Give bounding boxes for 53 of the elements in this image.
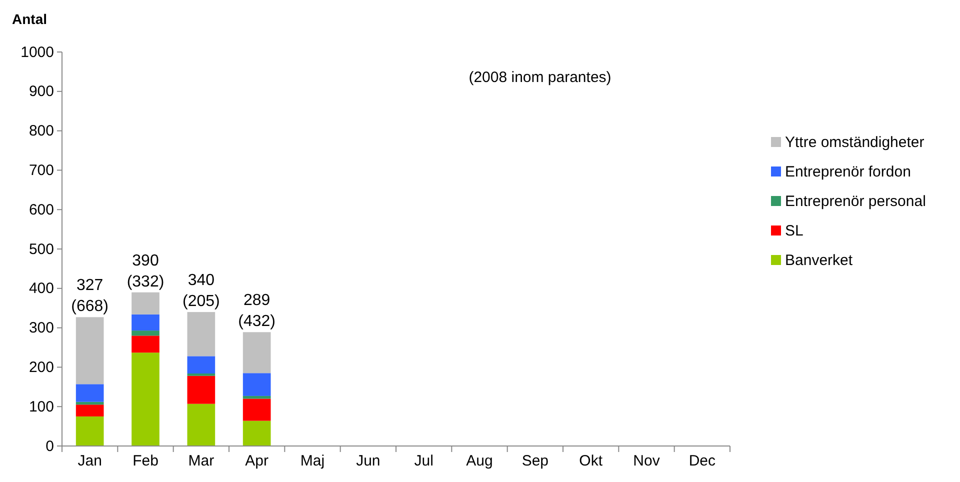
bar	[132, 314, 160, 331]
bar	[187, 376, 216, 404]
annotation: (2008 inom parantes)	[468, 69, 612, 86]
x-tick-label: Jan	[78, 452, 102, 470]
legend-label: Entreprenör personal	[785, 193, 926, 210]
y-tick-label: 0	[46, 438, 54, 455]
legend-label: Banverket	[785, 252, 854, 269]
x-tick-label: Feb	[132, 452, 158, 470]
y-tick-label: 100	[28, 398, 54, 416]
bar	[242, 420, 271, 446]
x-tick-label: Dec	[688, 452, 716, 470]
y-tick-label: 500	[28, 240, 54, 258]
bar	[187, 356, 216, 374]
bar	[242, 396, 271, 399]
bar	[132, 352, 160, 446]
x-tick-label: Sep	[522, 452, 549, 470]
bar	[187, 404, 216, 446]
x-tick-label: Aug	[466, 452, 493, 470]
bar	[76, 384, 104, 402]
x-tick-label: Nov	[633, 452, 660, 470]
bar	[132, 292, 160, 314]
y-axis-title: Antal	[12, 11, 47, 27]
legend-label: Yttre omständigheter	[785, 134, 924, 151]
x-tick-label: Okt	[579, 452, 604, 470]
bar	[242, 373, 271, 396]
bar	[132, 330, 160, 336]
bar	[242, 332, 271, 374]
total-label: 340 (205)	[182, 272, 220, 310]
y-tick-label: 200	[28, 359, 54, 376]
total-label: 289 (432)	[238, 292, 276, 330]
y-tick-label: 600	[28, 201, 54, 218]
bar	[76, 317, 104, 384]
bar	[76, 416, 104, 446]
bar	[187, 312, 216, 356]
y-tick-label: 800	[28, 122, 54, 140]
y-tick-label: 900	[28, 83, 54, 100]
y-tick-label: 700	[28, 162, 54, 179]
bar	[242, 398, 271, 421]
y-tick-label: 400	[28, 280, 54, 298]
bar	[76, 404, 104, 416]
total-label: 390 (332)	[126, 252, 164, 290]
x-tick-label: Apr	[245, 452, 269, 470]
bar	[76, 402, 104, 405]
bar	[132, 336, 160, 353]
y-tick-label: 1000	[20, 44, 54, 61]
x-tick-label: Mar	[188, 452, 214, 470]
legend-label: Entreprenör fordon	[785, 164, 911, 180]
total-label: 327 (668)	[71, 277, 109, 316]
y-tick-label: 300	[28, 320, 54, 337]
legend-label: SL	[785, 222, 804, 240]
x-tick-label: Maj	[300, 452, 325, 470]
x-tick-label: Jul	[414, 452, 434, 470]
x-tick-label: Jun	[356, 452, 380, 470]
